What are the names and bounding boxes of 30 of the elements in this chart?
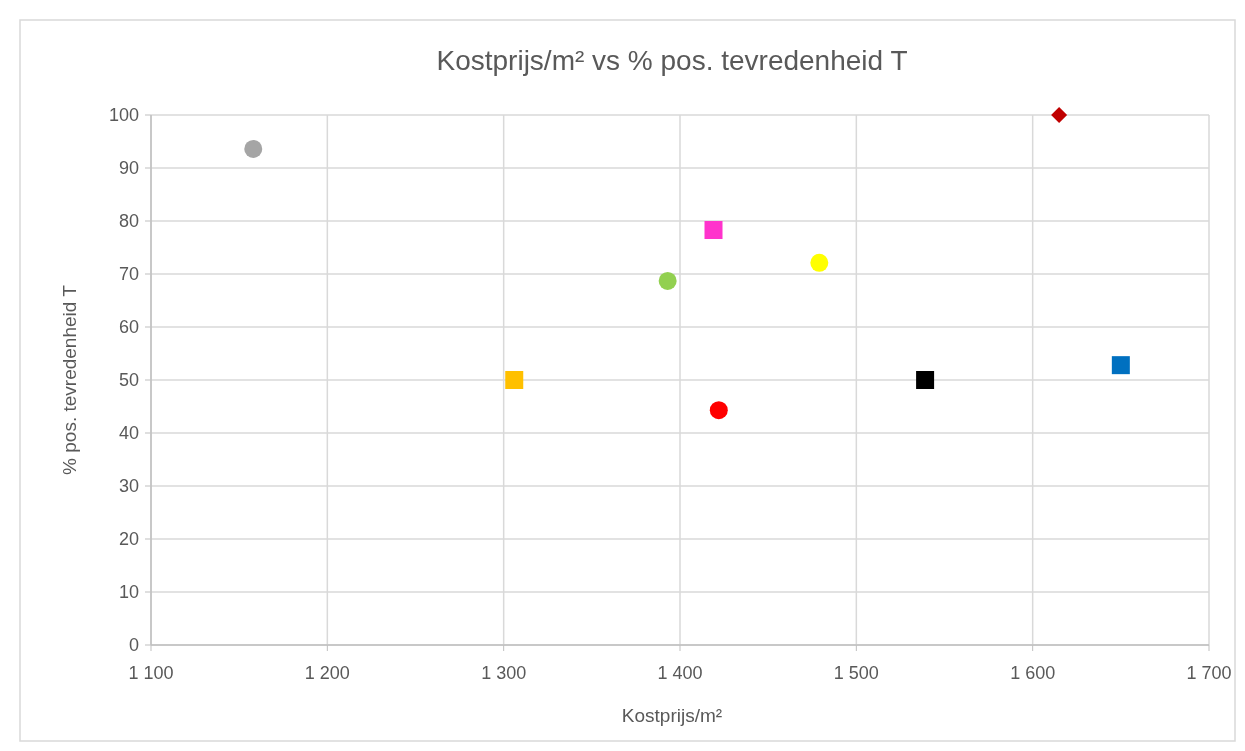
x-tick-label: 1 100	[128, 663, 174, 683]
point	[704, 221, 723, 240]
x-tick-label: 1 600	[1010, 663, 1056, 683]
y-tick-label: 10	[118, 582, 139, 603]
y-tick-label: 40	[118, 423, 139, 444]
y-tick-label: 30	[118, 476, 139, 497]
point	[1111, 356, 1130, 375]
x-tick-label: 1 300	[481, 663, 527, 683]
point	[810, 253, 829, 272]
y-tick-label: 70	[118, 264, 139, 285]
y-tick-label: 90	[118, 158, 139, 179]
y-axis-title: % pos. tevredenheid T	[59, 284, 80, 475]
point	[244, 139, 263, 158]
x-tick-label: 1 400	[657, 663, 703, 683]
y-tick-label: 0	[128, 635, 139, 656]
point	[505, 371, 524, 389]
x-axis-title: Kostprijs/m²	[621, 705, 723, 726]
point	[916, 371, 935, 389]
x-tick-label: 1 700	[1186, 663, 1232, 683]
y-tick-label: 80	[118, 211, 139, 232]
x-tick-label: 1 500	[833, 663, 879, 683]
y-tick-label: 100	[108, 105, 139, 126]
chart-title: Kostprijs/m² vs % pos. tevredenheid T	[436, 45, 908, 76]
y-tick-label: 60	[118, 317, 139, 338]
point	[658, 271, 677, 290]
point	[709, 401, 728, 420]
x-tick-label: 1 200	[304, 663, 350, 683]
y-tick-label: 50	[118, 370, 139, 391]
y-tick-label: 20	[118, 529, 139, 550]
point	[1051, 107, 1068, 123]
